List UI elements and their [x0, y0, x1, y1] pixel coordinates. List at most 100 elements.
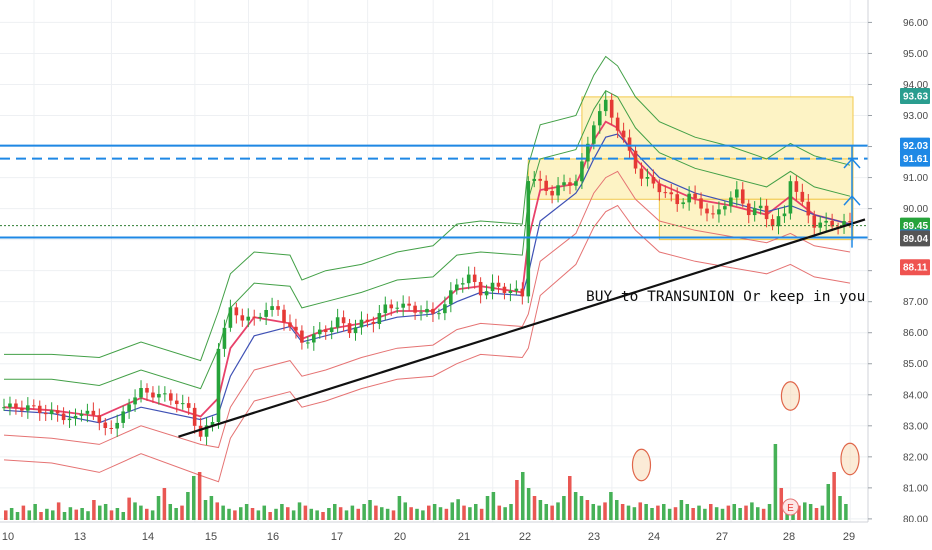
candle-body	[145, 388, 149, 393]
volume-bar	[385, 508, 390, 520]
candle-body	[341, 317, 346, 324]
volume-bar	[579, 496, 584, 520]
volume-bar	[21, 505, 26, 520]
volume-bar	[697, 505, 701, 520]
volume-bar	[826, 484, 831, 520]
candle-body	[204, 425, 209, 437]
price-tick-label: 96.00	[903, 18, 928, 29]
candle-body	[306, 342, 310, 344]
candle-body	[580, 161, 584, 182]
volume-bar	[56, 502, 61, 520]
volume-bar	[550, 505, 554, 520]
volume-bar	[620, 504, 625, 520]
volume-bar	[233, 510, 237, 520]
candle-body	[633, 150, 638, 169]
candle-body	[2, 407, 6, 409]
candle-body	[544, 180, 548, 191]
candle-body	[288, 322, 292, 327]
candle-body	[681, 202, 685, 205]
volume-bar	[597, 505, 601, 520]
volume-bar	[732, 504, 737, 520]
price-badge-label: 89.45	[903, 221, 928, 232]
volume-bar	[80, 508, 84, 520]
candle-body	[246, 316, 251, 321]
price-tick-label: 90.00	[903, 204, 928, 215]
candle-body	[377, 313, 382, 324]
volume-bar	[738, 508, 742, 520]
price-tick-label: 81.00	[903, 483, 928, 494]
volume-bar	[227, 508, 231, 520]
candle-body	[830, 220, 834, 227]
volume-bar	[103, 504, 108, 520]
volume-bars	[4, 444, 848, 520]
volume-bar	[626, 505, 631, 520]
time-tick-label: 29	[843, 531, 855, 543]
candle-body	[842, 221, 846, 227]
time-tick-label: 10	[2, 531, 14, 543]
volume-highlight-circle	[631, 448, 652, 482]
candle-body	[186, 403, 191, 408]
price-tick-label: 95.00	[903, 49, 928, 60]
volume-bar	[309, 508, 314, 520]
candle-body	[443, 304, 447, 314]
candle-body	[550, 190, 554, 196]
time-axis[interactable]: 10 13 14 15 16 17 20 21 22 23 24 27 28 29	[0, 521, 932, 550]
volume-bar	[74, 509, 79, 520]
volume-bar	[521, 472, 525, 520]
volume-bar	[145, 508, 149, 520]
volume-bar	[773, 444, 778, 520]
candle-body	[276, 306, 280, 310]
candle-body	[675, 194, 680, 205]
candle-body	[425, 308, 429, 313]
candle-body	[740, 189, 745, 204]
candle-body	[651, 177, 656, 184]
volume-bar	[662, 504, 666, 520]
candle-body	[8, 403, 12, 408]
blue-chevron	[843, 195, 861, 206]
candle-body	[43, 412, 48, 415]
volume-bar	[709, 504, 713, 520]
price-badge-label: 93.63	[903, 91, 928, 102]
volume-bar	[667, 508, 672, 520]
candle-body	[282, 309, 286, 323]
volume-bar	[503, 507, 507, 520]
candle-body	[395, 307, 400, 309]
price-badge-label: 91.61	[903, 154, 928, 165]
candle-body	[31, 405, 36, 407]
volume-bar	[274, 508, 278, 520]
trend-drawings[interactable]: E	[178, 141, 892, 516]
price-tick-label: 84.00	[903, 390, 928, 401]
candle-body	[639, 168, 644, 179]
candle-body	[800, 191, 805, 202]
volume-bar	[291, 510, 296, 520]
candle-body	[693, 193, 697, 199]
time-tick-label: 28	[783, 531, 795, 543]
candle-body	[115, 422, 119, 429]
candle-body	[198, 425, 203, 437]
volume-bar	[427, 505, 431, 520]
price-tick-label: 93.00	[903, 111, 928, 122]
time-tick-label: 27	[716, 531, 728, 543]
candle-body	[222, 327, 227, 349]
candle-body	[597, 111, 602, 126]
volume-bar	[456, 499, 460, 520]
volume-bar	[344, 510, 349, 520]
volume-bar	[515, 480, 519, 520]
volume-bar	[168, 504, 173, 520]
candle-body	[317, 329, 322, 335]
volume-bar	[814, 508, 819, 520]
candle-body	[556, 185, 560, 196]
candle-body	[353, 327, 358, 334]
candle-body	[723, 206, 727, 210]
price-tick-label: 87.00	[903, 297, 928, 308]
volume-bar	[62, 512, 67, 520]
candle-body	[627, 137, 632, 151]
candle-body	[788, 181, 793, 214]
candle-body	[657, 183, 662, 193]
volume-bar	[832, 472, 836, 520]
candle-body	[454, 284, 459, 291]
horizontal-levels[interactable]	[0, 144, 868, 239]
candle-body	[55, 410, 60, 414]
volume-bar	[221, 505, 225, 520]
